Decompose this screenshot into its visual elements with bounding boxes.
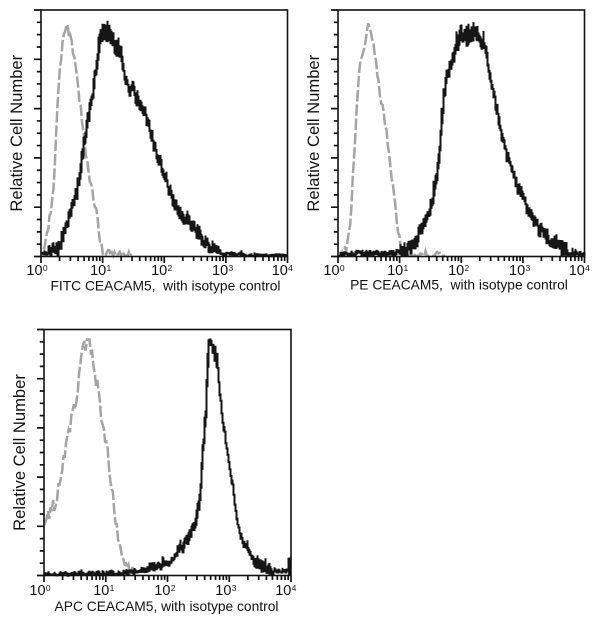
svg-text:101: 101 (93, 583, 114, 599)
svg-text:103: 103 (215, 583, 236, 599)
svg-text:100: 100 (26, 263, 47, 279)
svg-text:104: 104 (272, 263, 293, 279)
svg-text:Relative Cell Number: Relative Cell Number (7, 54, 26, 211)
svg-text:104: 104 (275, 583, 296, 599)
svg-text:102: 102 (151, 263, 172, 279)
svg-text:103: 103 (212, 263, 233, 279)
svg-text:Relative Cell Number: Relative Cell Number (304, 54, 323, 211)
svg-text:100: 100 (29, 583, 50, 599)
svg-text:APC CEACAM5, with isotype cont: APC CEACAM5, with isotype control (55, 599, 279, 614)
svg-text:PE CEACAM5, with isotype cont: PE CEACAM5, with isotype control (350, 278, 568, 293)
svg-text:104: 104 (569, 263, 590, 279)
svg-text:103: 103 (509, 263, 530, 279)
svg-text:101: 101 (90, 263, 111, 279)
svg-text:100: 100 (323, 263, 344, 279)
svg-text:Relative Cell Number: Relative Cell Number (10, 374, 29, 531)
svg-text:102: 102 (154, 583, 175, 599)
svg-text:101: 101 (387, 263, 408, 279)
svg-text:FITC CEACAM5, with isotype co: FITC CEACAM5, with isotype control (50, 279, 280, 294)
svg-text:102: 102 (448, 263, 469, 279)
